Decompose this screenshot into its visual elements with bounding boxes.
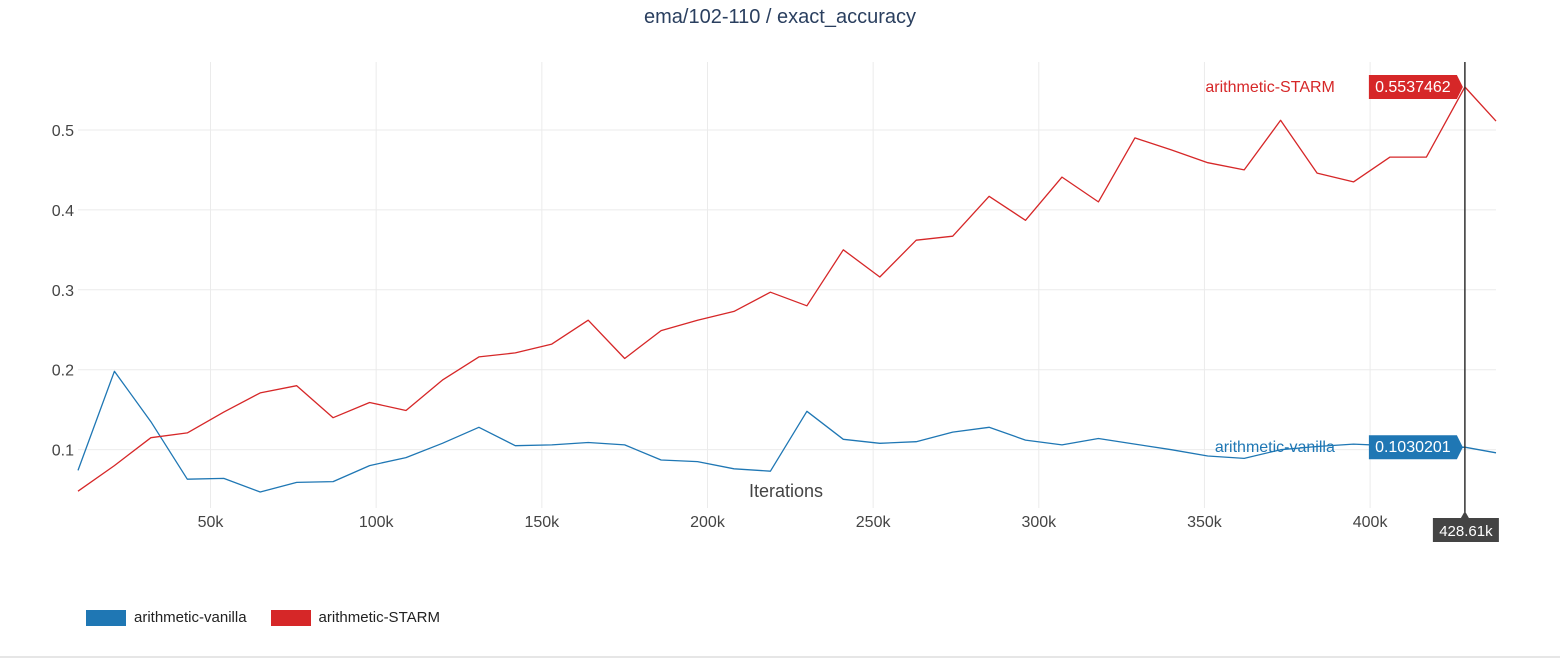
hover-value-starm: 0.5537462 arithmetic-STARM [1205, 74, 1463, 99]
series-layer[interactable] [77, 86, 1497, 493]
hover-value-box [1368, 435, 1463, 460]
x-tick-label: 150k [524, 514, 560, 531]
hover-value-box [1368, 74, 1463, 99]
y-tick-label: 0.5 [52, 123, 74, 140]
x-tick-label: 50k [198, 514, 225, 531]
grid-lines [78, 62, 1496, 508]
legend-label-vanilla: arithmetic-vanilla [134, 609, 247, 626]
y-tick-label: 0.3 [52, 283, 74, 300]
legend-swatch-starm [270, 609, 311, 626]
legend: arithmetic-vanilla arithmetic-STARM [86, 609, 440, 626]
legend-item-vanilla[interactable]: arithmetic-vanilla [86, 609, 247, 626]
x-axis: 50k 100k 150k 200k 250k 300k 350k 400k Iteration… [198, 481, 1389, 531]
legend-item-starm[interactable]: arithmetic-STARM [270, 609, 440, 626]
legend-swatch-vanilla [86, 609, 126, 626]
legend-label-starm: arithmetic-STARM [318, 609, 440, 626]
y-axis: 0.1 0.2 0.3 0.4 0.5 [52, 123, 74, 460]
x-tick-label: 400k [1353, 514, 1389, 531]
hover-value-text: 0.1030201 [1375, 439, 1451, 456]
x-tick-label: 350k [1187, 514, 1223, 531]
hover-value-vanilla: 0.1030201 arithmetic-vanilla [1215, 435, 1463, 460]
hover-series-name: arithmetic-STARM [1205, 79, 1335, 96]
series-line-vanilla[interactable] [77, 370, 1497, 493]
x-tick-label: 300k [1021, 514, 1057, 531]
series-line-starm[interactable] [77, 86, 1497, 492]
chart-title: ema/102-110 / exact_accuracy [643, 6, 916, 28]
hover-x-label: 428.61k [1432, 511, 1499, 542]
divider [0, 656, 1560, 658]
x-tick-label: 100k [359, 514, 395, 531]
hover-x-label-text: 428.61k [1439, 523, 1493, 540]
hover-value-text: 0.5537462 [1375, 79, 1451, 96]
hover-series-name: arithmetic-vanilla [1215, 439, 1335, 456]
y-tick-label: 0.1 [52, 443, 74, 460]
x-axis-title: Iterations [749, 481, 823, 501]
y-tick-label: 0.2 [52, 363, 74, 380]
hover-x-label-box [1432, 511, 1499, 542]
y-tick-label: 0.4 [52, 203, 74, 220]
x-tick-label: 250k [856, 514, 892, 531]
hover-layer: 428.61k 0.1030201 arithmetic-vanilla 0.5537… [1205, 62, 1499, 542]
x-tick-label: 200k [690, 514, 726, 531]
